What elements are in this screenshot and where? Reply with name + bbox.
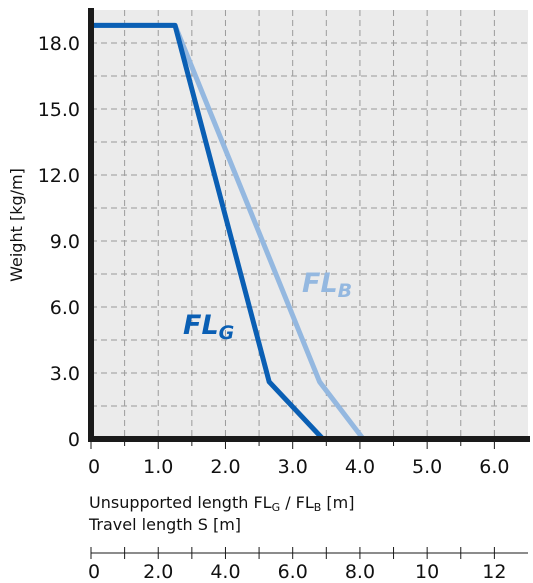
secondary-x-tick-label: 6.0 <box>278 561 308 583</box>
y-tick-label: 6.0 <box>50 297 80 319</box>
secondary-x-tick-label: 12 <box>482 561 506 583</box>
x-tick-label: 2.0 <box>210 456 240 478</box>
x-tick-label: 0 <box>88 456 100 478</box>
secondary-x-tick-label: 10 <box>415 561 439 583</box>
x-tick-label: 6.0 <box>479 456 509 478</box>
x-ticks: 0 1.0 2.0 3.0 4.0 5.0 6.0 <box>88 441 509 478</box>
y-tick-label: 18.0 <box>38 33 80 55</box>
y-ticks: 0 3.0 6.0 9.0 12.0 15.0 18.0 <box>38 33 80 451</box>
series-layer <box>91 22 366 441</box>
secondary-x-tick-label: 2.0 <box>143 561 173 583</box>
secondary-x-ticks: 0 2.0 4.0 6.0 8.0 10 12 <box>88 547 506 583</box>
y-tick-label: 15.0 <box>38 99 80 121</box>
grid <box>91 10 528 439</box>
secondary-x-tick-label: 4.0 <box>210 561 240 583</box>
x-tick-label: 4.0 <box>345 456 375 478</box>
secondary-x-tick-label: 8.0 <box>345 561 375 583</box>
x-tick-label: 3.0 <box>278 456 308 478</box>
x-tick-label: 1.0 <box>143 456 173 478</box>
x-axis-title: Unsupported length FLG / FLB [m] <box>89 493 355 514</box>
y-tick-label: 9.0 <box>50 231 80 253</box>
plot-area <box>91 10 528 440</box>
series-label-flb: FLB <box>302 268 352 302</box>
series-label-flg: FLG <box>183 310 234 344</box>
x-tick-label: 5.0 <box>412 456 442 478</box>
y-axis-title: Weight [kg/m] <box>7 168 26 282</box>
y-tick-label: 0 <box>68 429 80 451</box>
secondary-x-tick-label: 0 <box>88 561 100 583</box>
series-line-flg <box>91 22 325 441</box>
y-tick-label: 3.0 <box>50 363 80 385</box>
y-tick-label: 12.0 <box>38 165 80 187</box>
secondary-x-axis-title: Travel length S [m] <box>88 515 241 534</box>
